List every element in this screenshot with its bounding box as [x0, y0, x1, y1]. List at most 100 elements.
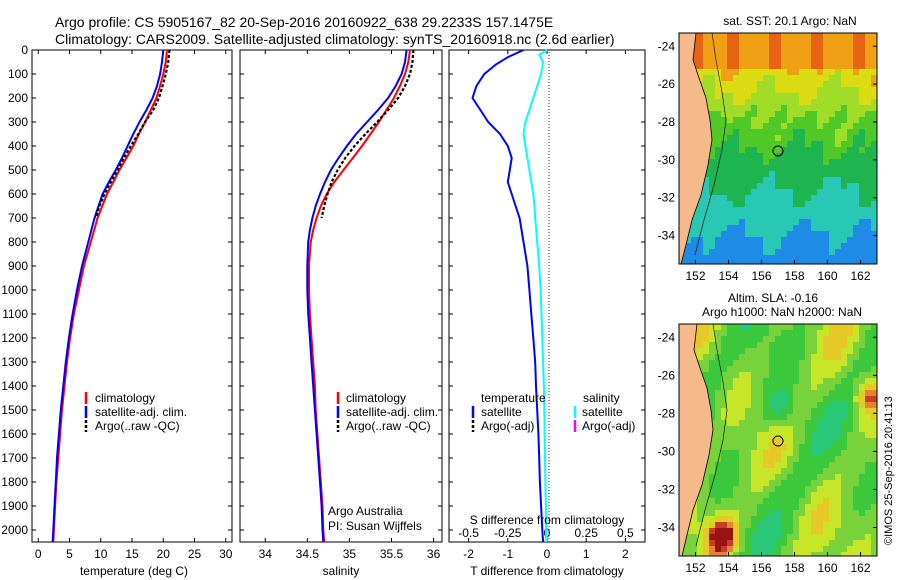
heatmap-cell — [697, 498, 703, 504]
heatmap-cell — [817, 87, 823, 93]
heatmap-cell — [865, 123, 871, 129]
heatmap-cell — [781, 231, 787, 237]
heatmap-cell — [865, 117, 871, 123]
legend-t-argo-label: Argo(-adj) — [481, 419, 534, 433]
heatmap-cell — [829, 498, 835, 504]
heatmap-cell — [871, 444, 877, 450]
heatmap-cell — [787, 426, 793, 432]
heatmap-cell — [805, 207, 811, 213]
heatmap-cell — [793, 354, 799, 360]
x-top-tick-label: 0.25 — [575, 526, 599, 540]
heatmap-cell — [781, 426, 787, 432]
heatmap-cell — [841, 159, 847, 165]
heatmap-cell — [811, 414, 817, 420]
heatmap-cell — [709, 237, 715, 243]
heatmap-cell — [763, 426, 769, 432]
heatmap-cell — [745, 462, 751, 468]
heatmap-cell — [841, 105, 847, 111]
y-tick-label: 500 — [8, 163, 28, 177]
heatmap-cell — [721, 123, 727, 129]
heatmap-cell — [703, 69, 709, 75]
heatmap-cell — [781, 360, 787, 366]
heatmap-cell — [865, 420, 871, 426]
heatmap-cell — [775, 546, 781, 552]
heatmap-cell — [787, 528, 793, 534]
heatmap-cell — [835, 63, 841, 69]
heatmap-cell — [763, 360, 769, 366]
heatmap-cell — [727, 414, 733, 420]
heatmap-cell — [739, 69, 745, 75]
heatmap-cell — [847, 414, 853, 420]
heatmap-cell — [799, 354, 805, 360]
heatmap-cell — [811, 384, 817, 390]
heatmap-cell — [781, 546, 787, 552]
heatmap-cell — [853, 231, 859, 237]
heatmap-cell — [859, 63, 865, 69]
heatmap-cell — [823, 438, 829, 444]
heatmap-cell — [763, 207, 769, 213]
heatmap-cell — [799, 63, 805, 69]
heatmap-cell — [739, 117, 745, 123]
heatmap-cell — [715, 57, 721, 63]
heatmap-cell — [829, 153, 835, 159]
heatmap-cell — [865, 165, 871, 171]
heatmap-cell — [727, 324, 733, 330]
heatmap-cell — [817, 444, 823, 450]
heatmap-cell — [847, 153, 853, 159]
heatmap-cell — [799, 462, 805, 468]
heatmap-cell — [769, 456, 775, 462]
heatmap-cell — [793, 456, 799, 462]
heatmap-cell — [841, 372, 847, 378]
heatmap-cell — [709, 336, 715, 342]
heatmap-cell — [817, 324, 823, 330]
heatmap-cell — [745, 444, 751, 450]
heatmap-cell — [757, 195, 763, 201]
heatmap-cell — [697, 39, 703, 45]
heatmap-cell — [763, 99, 769, 105]
heatmap-cell — [727, 219, 733, 225]
heatmap-cell — [871, 99, 877, 105]
heatmap-cell — [757, 486, 763, 492]
heatmap-cell — [829, 261, 835, 264]
heatmap-cell — [865, 468, 871, 474]
heatmap-cell — [799, 456, 805, 462]
heatmap-cell — [847, 510, 853, 516]
heatmap-cell — [823, 171, 829, 177]
heatmap-cell — [871, 153, 877, 159]
heatmap-cell — [703, 225, 709, 231]
heatmap-cell — [745, 33, 751, 39]
heatmap-cell — [757, 384, 763, 390]
heatmap-cell — [781, 81, 787, 87]
y-tick-label: 1100 — [2, 307, 28, 321]
heatmap-cell — [847, 528, 853, 534]
heatmap-cell — [793, 432, 799, 438]
heatmap-cell — [733, 105, 739, 111]
heatmap-cell — [769, 492, 775, 498]
heatmap-cell — [811, 75, 817, 81]
heatmap-cell — [763, 510, 769, 516]
heatmap-cell — [811, 141, 817, 147]
heatmap-cell — [775, 39, 781, 45]
heatmap-cell — [829, 330, 835, 336]
heatmap-cell — [781, 450, 787, 456]
heatmap-cell — [835, 396, 841, 402]
heatmap-cell — [823, 153, 829, 159]
heatmap-cell — [853, 402, 859, 408]
heatmap-cell — [853, 372, 859, 378]
heatmap-cell — [823, 231, 829, 237]
heatmap-cell — [727, 69, 733, 75]
heatmap-cell — [865, 69, 871, 75]
heatmap-cell — [787, 504, 793, 510]
heatmap-cell — [739, 87, 745, 93]
heatmap-cell — [811, 372, 817, 378]
heatmap-cell — [733, 426, 739, 432]
heatmap-cell — [835, 189, 841, 195]
heatmap-cell — [823, 360, 829, 366]
heatmap-cell — [733, 111, 739, 117]
heatmap-cell — [745, 342, 751, 348]
heatmap-cell — [721, 93, 727, 99]
heatmap-cell — [847, 171, 853, 177]
heatmap-cell — [841, 522, 847, 528]
heatmap-cell — [703, 45, 709, 51]
heatmap-cell — [709, 354, 715, 360]
